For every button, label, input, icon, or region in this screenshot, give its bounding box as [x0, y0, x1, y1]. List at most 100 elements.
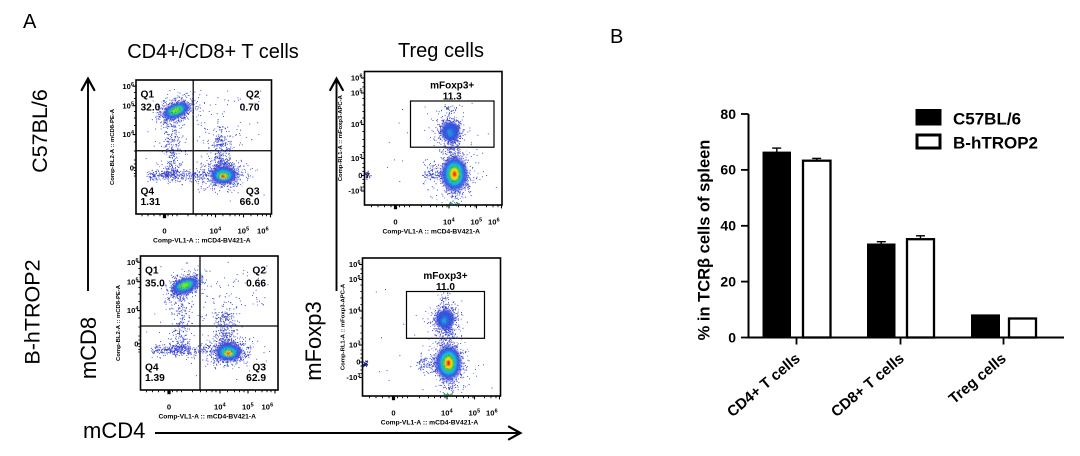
svg-text:5: 5 — [358, 275, 361, 281]
svg-text:6: 6 — [136, 258, 139, 264]
svg-text:5: 5 — [131, 101, 134, 107]
svg-text:4: 4 — [452, 218, 455, 224]
svg-text:62.9: 62.9 — [246, 373, 266, 384]
svg-text:C57BL/6: C57BL/6 — [28, 89, 52, 173]
svg-text:4: 4 — [131, 130, 134, 136]
svg-text:6: 6 — [131, 82, 134, 88]
svg-text:Comp-VL1-A :: mCD4-BV421-A: Comp-VL1-A :: mCD4-BV421-A — [158, 414, 256, 421]
svg-text:Q4: Q4 — [145, 363, 159, 374]
svg-text:4: 4 — [136, 306, 139, 312]
svg-text:6: 6 — [266, 227, 269, 233]
svg-text:3: 3 — [358, 373, 361, 379]
svg-text:mFoxp3+: mFoxp3+ — [430, 81, 474, 92]
svg-text:6: 6 — [360, 74, 363, 80]
svg-text:mCD4: mCD4 — [83, 418, 145, 443]
svg-text:Treg cells: Treg cells — [398, 40, 484, 62]
svg-text:10: 10 — [349, 260, 357, 269]
svg-text:10: 10 — [468, 409, 476, 418]
svg-text:6: 6 — [497, 218, 500, 224]
svg-text:10: 10 — [122, 130, 130, 139]
svg-text:10: 10 — [351, 74, 359, 83]
svg-text:10: 10 — [127, 258, 135, 267]
svg-text:10: 10 — [349, 307, 357, 316]
svg-text:0: 0 — [130, 163, 134, 172]
svg-text:5: 5 — [136, 277, 139, 283]
svg-text:4: 4 — [360, 120, 363, 126]
svg-text:Q2: Q2 — [252, 266, 266, 277]
svg-text:10: 10 — [209, 227, 217, 236]
svg-text:10: 10 — [486, 409, 494, 418]
svg-text:Q3: Q3 — [252, 363, 266, 374]
svg-text:10: 10 — [351, 120, 359, 129]
svg-text:5: 5 — [251, 403, 254, 409]
svg-text:10: 10 — [127, 306, 135, 315]
svg-text:6: 6 — [270, 403, 273, 409]
svg-text:4: 4 — [358, 307, 361, 313]
svg-text:Comp-VL1-A :: mCD4-BV421-A: Comp-VL1-A :: mCD4-BV421-A — [381, 420, 479, 427]
svg-text:1.39: 1.39 — [145, 373, 165, 384]
svg-text:Q2: Q2 — [246, 90, 260, 101]
svg-text:B-hTROP2: B-hTROP2 — [21, 259, 45, 364]
svg-text:Comp-VL1-A :: mCD4-BV421-A: Comp-VL1-A :: mCD4-BV421-A — [153, 238, 251, 245]
svg-text:5: 5 — [479, 218, 482, 224]
svg-text:66.0: 66.0 — [240, 197, 260, 208]
svg-text:-10: -10 — [348, 187, 359, 196]
svg-text:10: 10 — [261, 403, 269, 412]
svg-text:0: 0 — [134, 339, 138, 348]
svg-text:10: 10 — [127, 277, 135, 286]
svg-text:A: A — [23, 11, 37, 33]
svg-text:10: 10 — [488, 218, 496, 227]
svg-text:5: 5 — [360, 89, 363, 95]
svg-text:10: 10 — [214, 403, 222, 412]
svg-text:% in TCRβ cells of spleen: % in TCRβ cells of spleen — [696, 140, 714, 341]
svg-text:10: 10 — [122, 82, 130, 91]
svg-text:Comp-RL1-A :: mFoxp3-APC-A: Comp-RL1-A :: mFoxp3-APC-A — [338, 94, 344, 181]
svg-text:5: 5 — [246, 227, 249, 233]
svg-text:1.31: 1.31 — [141, 197, 161, 208]
svg-text:10: 10 — [351, 154, 359, 163]
svg-text:10: 10 — [470, 218, 478, 227]
svg-text:3: 3 — [360, 154, 363, 160]
svg-text:11.3: 11.3 — [443, 92, 462, 103]
svg-text:35.0: 35.0 — [145, 279, 165, 290]
svg-text:0: 0 — [391, 409, 395, 418]
svg-text:Comp-BL2-A :: mCD8-PE-A: Comp-BL2-A :: mCD8-PE-A — [116, 284, 122, 361]
svg-text:10: 10 — [443, 218, 451, 227]
svg-text:0: 0 — [358, 171, 362, 180]
svg-text:0: 0 — [167, 403, 171, 412]
svg-text:10: 10 — [351, 89, 359, 98]
svg-text:0.70: 0.70 — [240, 103, 260, 114]
svg-text:11.0: 11.0 — [436, 282, 455, 293]
svg-text:4: 4 — [223, 403, 226, 409]
svg-text:0.66: 0.66 — [246, 279, 266, 290]
svg-text:6: 6 — [495, 409, 498, 415]
svg-text:80: 80 — [720, 106, 736, 122]
svg-text:10: 10 — [441, 409, 449, 418]
svg-text:10: 10 — [242, 403, 250, 412]
svg-text:3: 3 — [358, 341, 361, 347]
svg-text:mFoxp3: mFoxp3 — [301, 301, 326, 380]
svg-text:10: 10 — [257, 227, 265, 236]
svg-text:mCD8: mCD8 — [76, 317, 101, 379]
svg-text:10: 10 — [349, 275, 357, 284]
svg-text:4: 4 — [218, 227, 221, 233]
svg-text:C57BL/6: C57BL/6 — [953, 110, 1021, 129]
svg-text:Q1: Q1 — [145, 266, 159, 277]
svg-text:4: 4 — [450, 409, 453, 415]
svg-text:10: 10 — [349, 341, 357, 350]
svg-text:20: 20 — [720, 273, 736, 289]
svg-text:mFoxp3+: mFoxp3+ — [423, 271, 467, 282]
svg-text:0: 0 — [393, 218, 397, 227]
svg-text:Q3: Q3 — [246, 187, 260, 198]
svg-text:60: 60 — [720, 162, 736, 178]
svg-text:40: 40 — [720, 218, 736, 234]
svg-text:5: 5 — [477, 409, 480, 415]
svg-text:Comp-RL1-A :: mFoxp3-APC-A: Comp-RL1-A :: mFoxp3-APC-A — [341, 283, 347, 370]
svg-text:B: B — [610, 26, 623, 48]
svg-text:10: 10 — [237, 227, 245, 236]
svg-text:3: 3 — [360, 187, 363, 193]
svg-text:0: 0 — [162, 227, 166, 236]
svg-text:32.0: 32.0 — [141, 103, 161, 114]
svg-text:Q1: Q1 — [141, 90, 155, 101]
svg-text:Q4: Q4 — [141, 187, 155, 198]
